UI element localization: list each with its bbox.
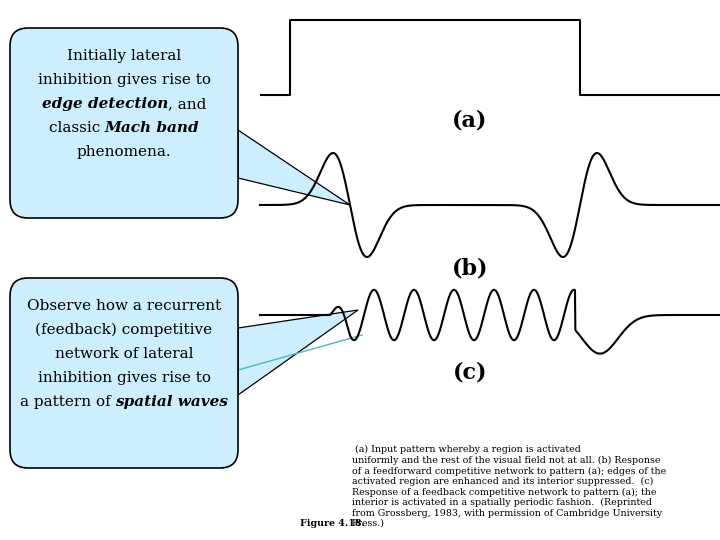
Text: classic: classic (49, 121, 104, 135)
Text: inhibition gives rise to: inhibition gives rise to (37, 371, 210, 385)
Text: Mach band: Mach band (104, 121, 199, 135)
Text: Initially lateral: Initially lateral (67, 49, 181, 63)
Text: (feedback) competitive: (feedback) competitive (35, 323, 212, 337)
Text: Observe how a recurrent: Observe how a recurrent (27, 299, 221, 313)
Text: spatial waves: spatial waves (115, 395, 228, 409)
Polygon shape (238, 130, 350, 205)
Polygon shape (238, 310, 358, 395)
Text: network of lateral: network of lateral (55, 347, 193, 361)
Text: (c): (c) (453, 362, 487, 384)
Text: inhibition gives rise to: inhibition gives rise to (37, 73, 210, 87)
Text: (b): (b) (451, 258, 488, 280)
Text: (a) Input pattern whereby a region is activated
uniformly and the rest of the vi: (a) Input pattern whereby a region is ac… (352, 446, 666, 528)
FancyBboxPatch shape (10, 278, 238, 468)
Text: edge detection: edge detection (42, 97, 168, 111)
Text: Figure 4.18.: Figure 4.18. (300, 519, 365, 528)
Text: (a): (a) (452, 110, 487, 132)
Text: a pattern of: a pattern of (19, 395, 115, 409)
FancyBboxPatch shape (10, 28, 238, 218)
Text: phenomena.: phenomena. (77, 145, 171, 159)
Text: , and: , and (168, 97, 207, 111)
